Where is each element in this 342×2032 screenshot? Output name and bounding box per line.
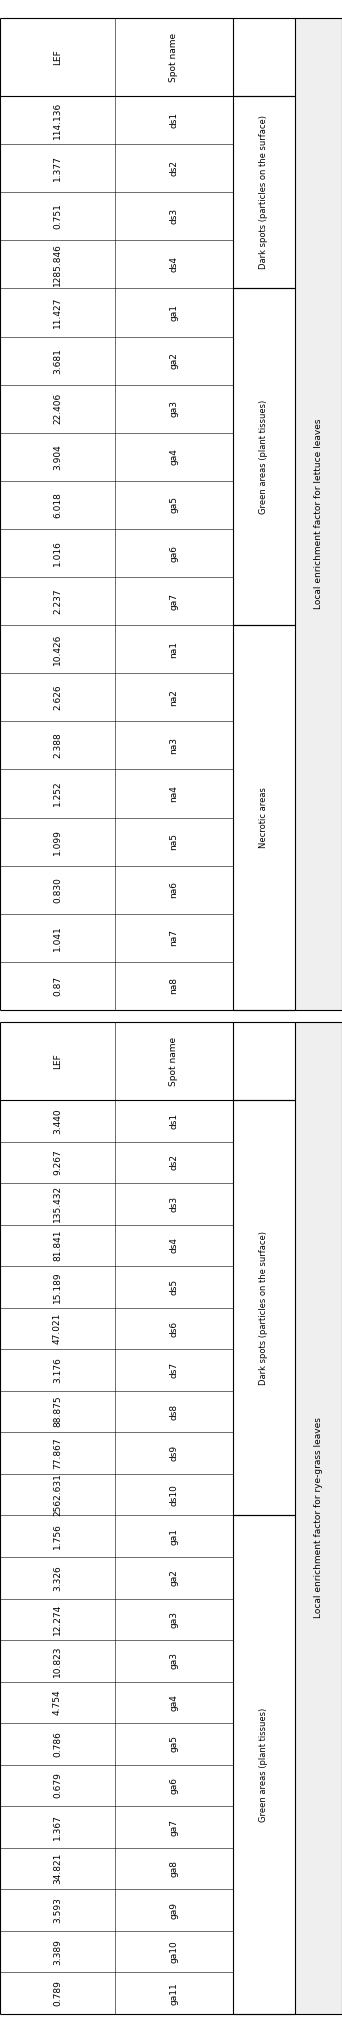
Text: 47.021: 47.021 bbox=[53, 1313, 62, 1345]
Text: 11.427: 11.427 bbox=[53, 297, 62, 327]
Text: na5: na5 bbox=[170, 833, 179, 849]
Text: ds4: ds4 bbox=[170, 256, 179, 272]
Text: 2.626: 2.626 bbox=[53, 685, 62, 709]
Text: ds7: ds7 bbox=[170, 1361, 179, 1378]
Text: Dark spots (particles on the surface): Dark spots (particles on the surface) bbox=[260, 116, 268, 268]
Text: 1.099: 1.099 bbox=[53, 829, 62, 855]
Text: LEF: LEF bbox=[53, 1053, 62, 1069]
Text: ds8: ds8 bbox=[170, 1404, 179, 1420]
Text: ds1: ds1 bbox=[170, 1114, 179, 1130]
Text: ga8: ga8 bbox=[170, 1859, 179, 1878]
Text: 22.406: 22.406 bbox=[53, 392, 62, 425]
Text: 1.252: 1.252 bbox=[53, 780, 62, 807]
Text: 1.377: 1.377 bbox=[53, 154, 62, 181]
Bar bbox=[233, 96, 295, 289]
Text: LEF: LEF bbox=[53, 49, 62, 65]
Text: ds3: ds3 bbox=[170, 207, 179, 224]
Text: 135.432: 135.432 bbox=[53, 1185, 62, 1223]
Text: ga2: ga2 bbox=[170, 352, 179, 370]
Text: ga3: ga3 bbox=[170, 400, 179, 417]
Text: ds5: ds5 bbox=[170, 1278, 179, 1294]
Text: 0.679: 0.679 bbox=[53, 1772, 62, 1798]
Text: 2562.631: 2562.631 bbox=[53, 1473, 62, 1516]
Text: 4.754: 4.754 bbox=[53, 1689, 62, 1715]
Text: 9.267: 9.267 bbox=[53, 1150, 62, 1174]
Text: ds6: ds6 bbox=[170, 1321, 179, 1337]
Text: na8: na8 bbox=[170, 977, 179, 994]
Text: 3.681: 3.681 bbox=[53, 347, 62, 374]
Text: ga3: ga3 bbox=[170, 1652, 179, 1670]
Text: 0.751: 0.751 bbox=[53, 203, 62, 230]
Text: 1.756: 1.756 bbox=[53, 1524, 62, 1548]
Text: ga9: ga9 bbox=[170, 1902, 179, 1918]
Text: ga2: ga2 bbox=[170, 1569, 179, 1587]
Text: Green areas (plant tissues): Green areas (plant tissues) bbox=[260, 1707, 268, 1823]
Text: ga4: ga4 bbox=[170, 1695, 179, 1711]
Text: 3.389: 3.389 bbox=[53, 1939, 62, 1965]
Text: ga1: ga1 bbox=[170, 305, 179, 321]
Bar bbox=[295, 18, 342, 1010]
Text: Local enrichment factor for lettuce leaves: Local enrichment factor for lettuce leav… bbox=[314, 419, 323, 610]
Text: 10.823: 10.823 bbox=[53, 1646, 62, 1676]
Text: 12.274: 12.274 bbox=[53, 1603, 62, 1636]
Text: 10.426: 10.426 bbox=[53, 634, 62, 664]
Text: 2.237: 2.237 bbox=[53, 589, 62, 614]
Text: na1: na1 bbox=[170, 640, 179, 658]
Text: ga11: ga11 bbox=[170, 1981, 179, 2006]
Text: 88.875: 88.875 bbox=[53, 1396, 62, 1426]
Text: ga7: ga7 bbox=[170, 593, 179, 610]
Text: ga4: ga4 bbox=[170, 449, 179, 465]
Text: 77.867: 77.867 bbox=[53, 1437, 62, 1469]
Text: 15.189: 15.189 bbox=[53, 1272, 62, 1303]
Text: 1285.846: 1285.846 bbox=[53, 244, 62, 287]
Text: 0.786: 0.786 bbox=[53, 1731, 62, 1758]
Text: ds3: ds3 bbox=[170, 1195, 179, 1211]
Text: Green areas (plant tissues): Green areas (plant tissues) bbox=[260, 400, 268, 514]
Text: ds1: ds1 bbox=[170, 112, 179, 128]
Text: Dark spots (particles on the surface): Dark spots (particles on the surface) bbox=[260, 1231, 268, 1384]
Bar bbox=[233, 1099, 295, 1516]
Text: 6.018: 6.018 bbox=[53, 492, 62, 518]
Text: ga3: ga3 bbox=[170, 1611, 179, 1628]
Text: ds2: ds2 bbox=[170, 1154, 179, 1170]
Text: ga6: ga6 bbox=[170, 545, 179, 561]
Text: na4: na4 bbox=[170, 784, 179, 803]
Text: 3.440: 3.440 bbox=[53, 1107, 62, 1134]
Text: 3.593: 3.593 bbox=[53, 1898, 62, 1922]
Text: Spot name: Spot name bbox=[170, 33, 179, 81]
Text: 81.841: 81.841 bbox=[53, 1229, 62, 1262]
Text: ds4: ds4 bbox=[170, 1237, 179, 1254]
Text: ga7: ga7 bbox=[170, 1819, 179, 1835]
Text: ga6: ga6 bbox=[170, 1778, 179, 1794]
Text: ds2: ds2 bbox=[170, 161, 179, 177]
Bar bbox=[295, 1022, 342, 2014]
Text: 3.176: 3.176 bbox=[53, 1357, 62, 1384]
Text: na3: na3 bbox=[170, 738, 179, 754]
Text: 1.041: 1.041 bbox=[53, 925, 62, 951]
Text: 3.904: 3.904 bbox=[53, 443, 62, 469]
Text: 2.388: 2.388 bbox=[53, 734, 62, 758]
Text: ga10: ga10 bbox=[170, 1941, 179, 1963]
Text: na2: na2 bbox=[170, 689, 179, 705]
Text: Necrotic areas: Necrotic areas bbox=[260, 786, 268, 847]
Text: na7: na7 bbox=[170, 929, 179, 947]
Text: 114.136: 114.136 bbox=[53, 102, 62, 138]
Text: 3.326: 3.326 bbox=[53, 1565, 62, 1591]
Text: ga1: ga1 bbox=[170, 1528, 179, 1544]
Text: Local enrichment factor for rye-grass leaves: Local enrichment factor for rye-grass le… bbox=[314, 1418, 323, 1617]
Text: na6: na6 bbox=[170, 882, 179, 898]
Text: 0.789: 0.789 bbox=[53, 1981, 62, 2006]
Text: ga5: ga5 bbox=[170, 1735, 179, 1752]
Text: 34.821: 34.821 bbox=[53, 1853, 62, 1884]
Text: 1.367: 1.367 bbox=[53, 1815, 62, 1841]
Text: ga5: ga5 bbox=[170, 496, 179, 514]
Text: 0.87: 0.87 bbox=[53, 975, 62, 996]
Text: ds9: ds9 bbox=[170, 1445, 179, 1461]
Text: ds10: ds10 bbox=[170, 1483, 179, 1506]
Text: Spot name: Spot name bbox=[170, 1036, 179, 1085]
Text: 1.016: 1.016 bbox=[53, 541, 62, 567]
Text: 0.830: 0.830 bbox=[53, 876, 62, 902]
